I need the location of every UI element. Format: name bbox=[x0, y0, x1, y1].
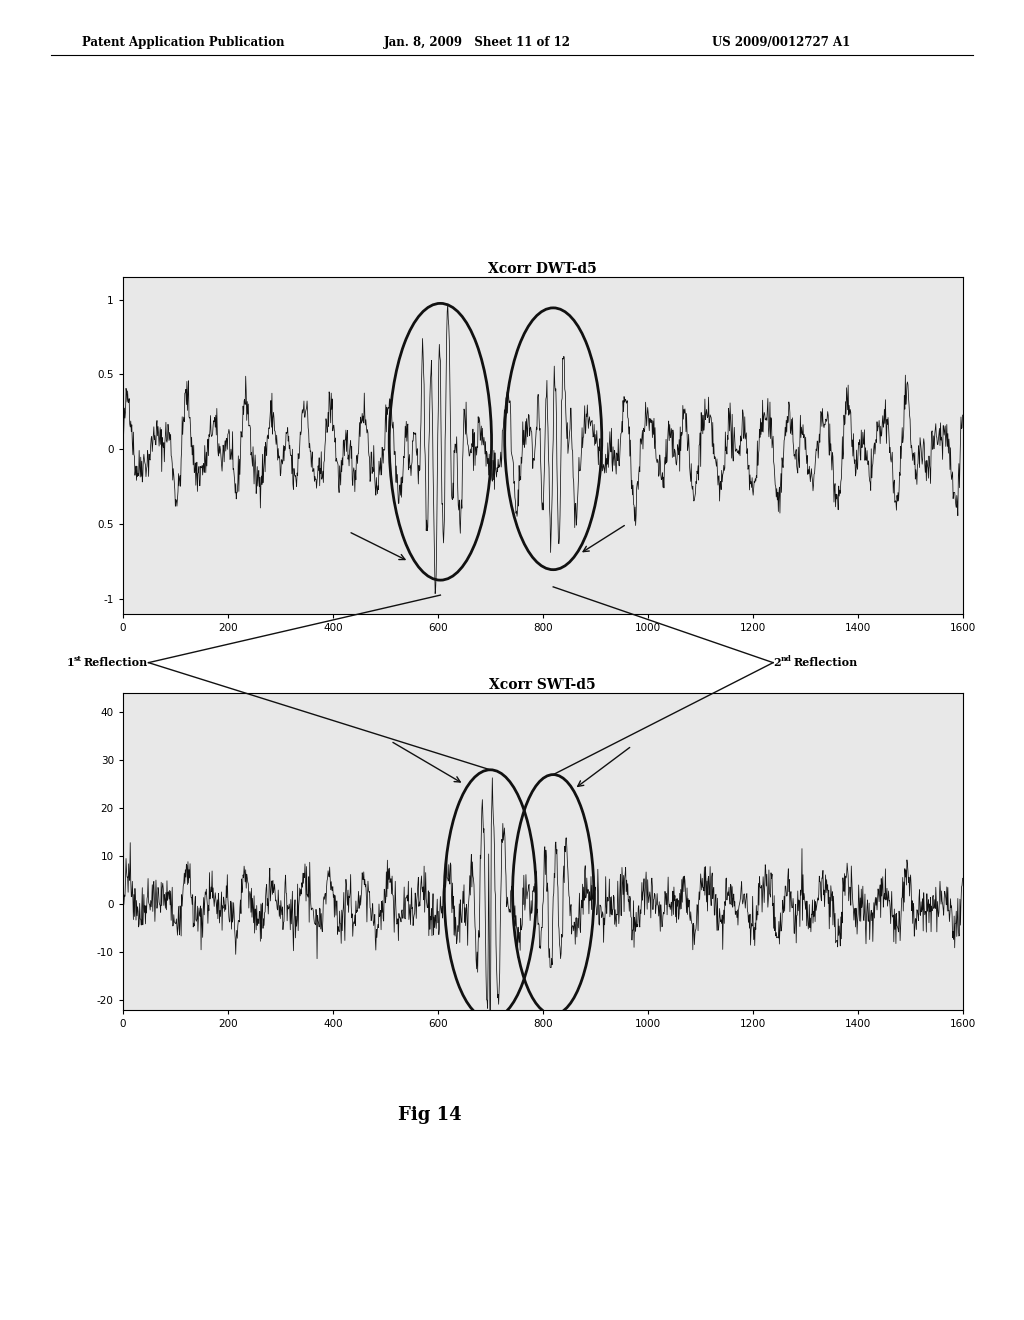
Text: Reflection: Reflection bbox=[794, 657, 858, 668]
Text: Jan. 8, 2009   Sheet 11 of 12: Jan. 8, 2009 Sheet 11 of 12 bbox=[384, 36, 571, 49]
Title: Xcorr SWT-d5: Xcorr SWT-d5 bbox=[489, 678, 596, 692]
Text: Fig 14: Fig 14 bbox=[398, 1106, 462, 1125]
Title: Xcorr DWT-d5: Xcorr DWT-d5 bbox=[488, 263, 597, 276]
Text: 1: 1 bbox=[67, 657, 74, 668]
Text: st: st bbox=[74, 655, 82, 663]
Text: Reflection: Reflection bbox=[84, 657, 148, 668]
Text: nd: nd bbox=[780, 655, 792, 663]
Text: 2: 2 bbox=[773, 657, 780, 668]
Text: Patent Application Publication: Patent Application Publication bbox=[82, 36, 285, 49]
Text: US 2009/0012727 A1: US 2009/0012727 A1 bbox=[712, 36, 850, 49]
